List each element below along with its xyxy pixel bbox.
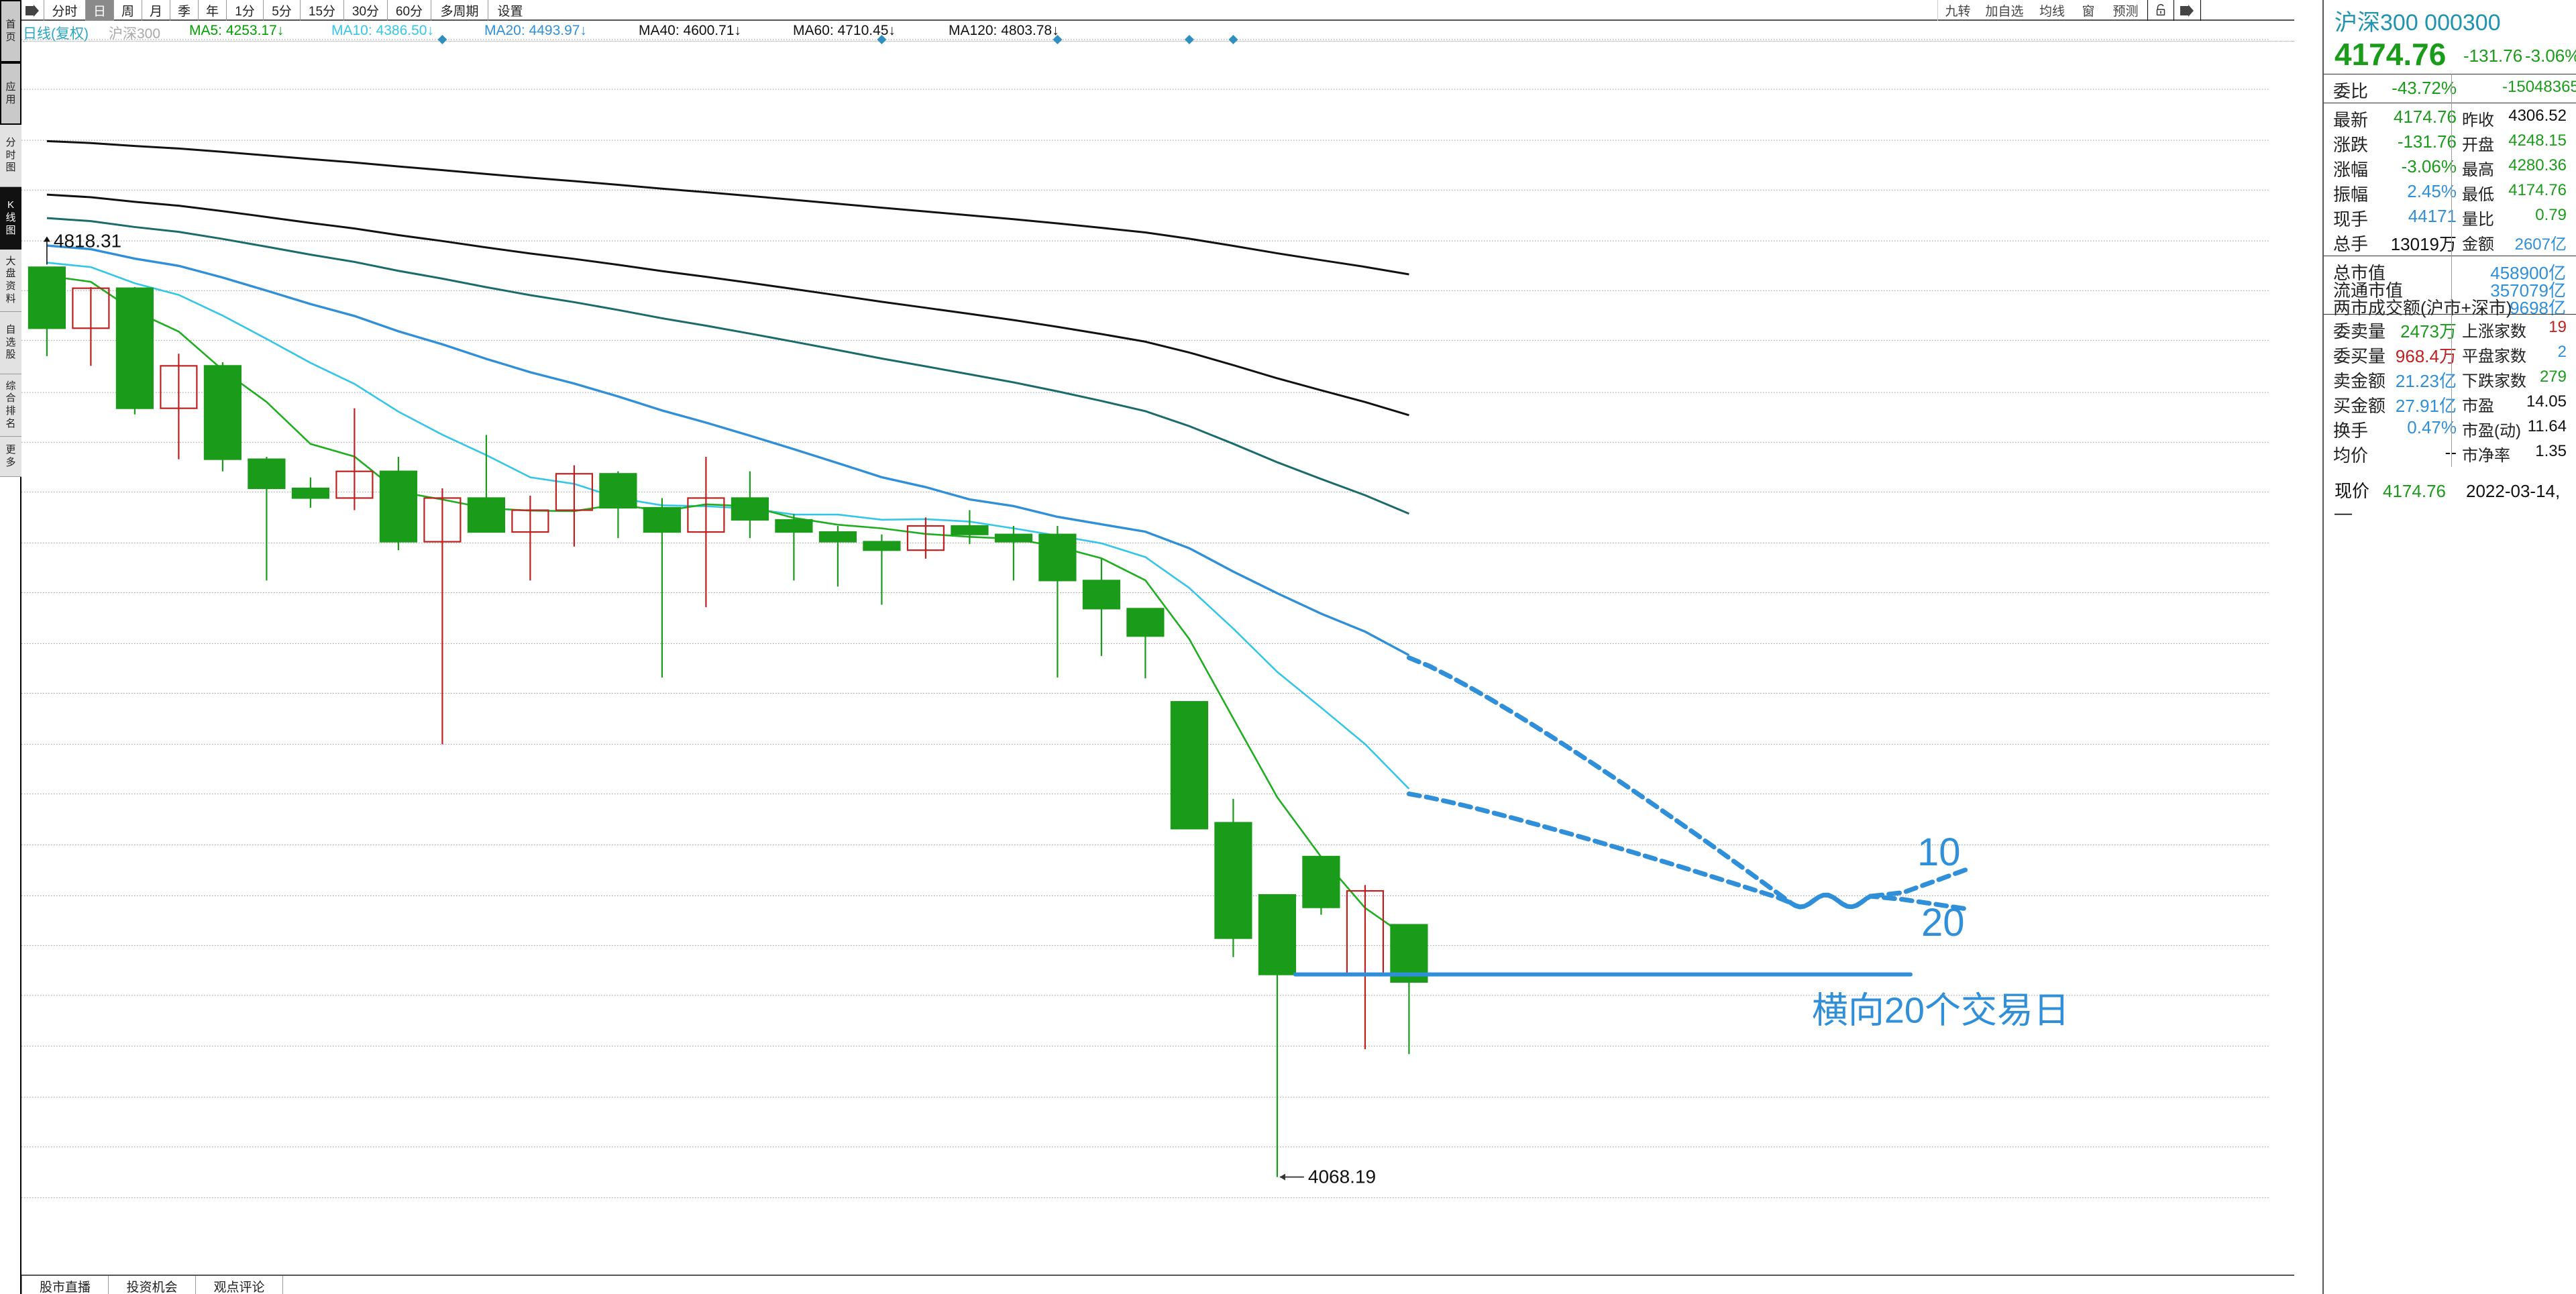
- svg-text:10: 10: [1917, 830, 1961, 874]
- svg-text:横向20个交易日: 横向20个交易日: [1812, 991, 2070, 1031]
- svg-text:20: 20: [1921, 901, 1965, 945]
- svg-text:4818.31: 4818.31: [54, 230, 121, 251]
- svg-text:4068.19: 4068.19: [1308, 1167, 1376, 1187]
